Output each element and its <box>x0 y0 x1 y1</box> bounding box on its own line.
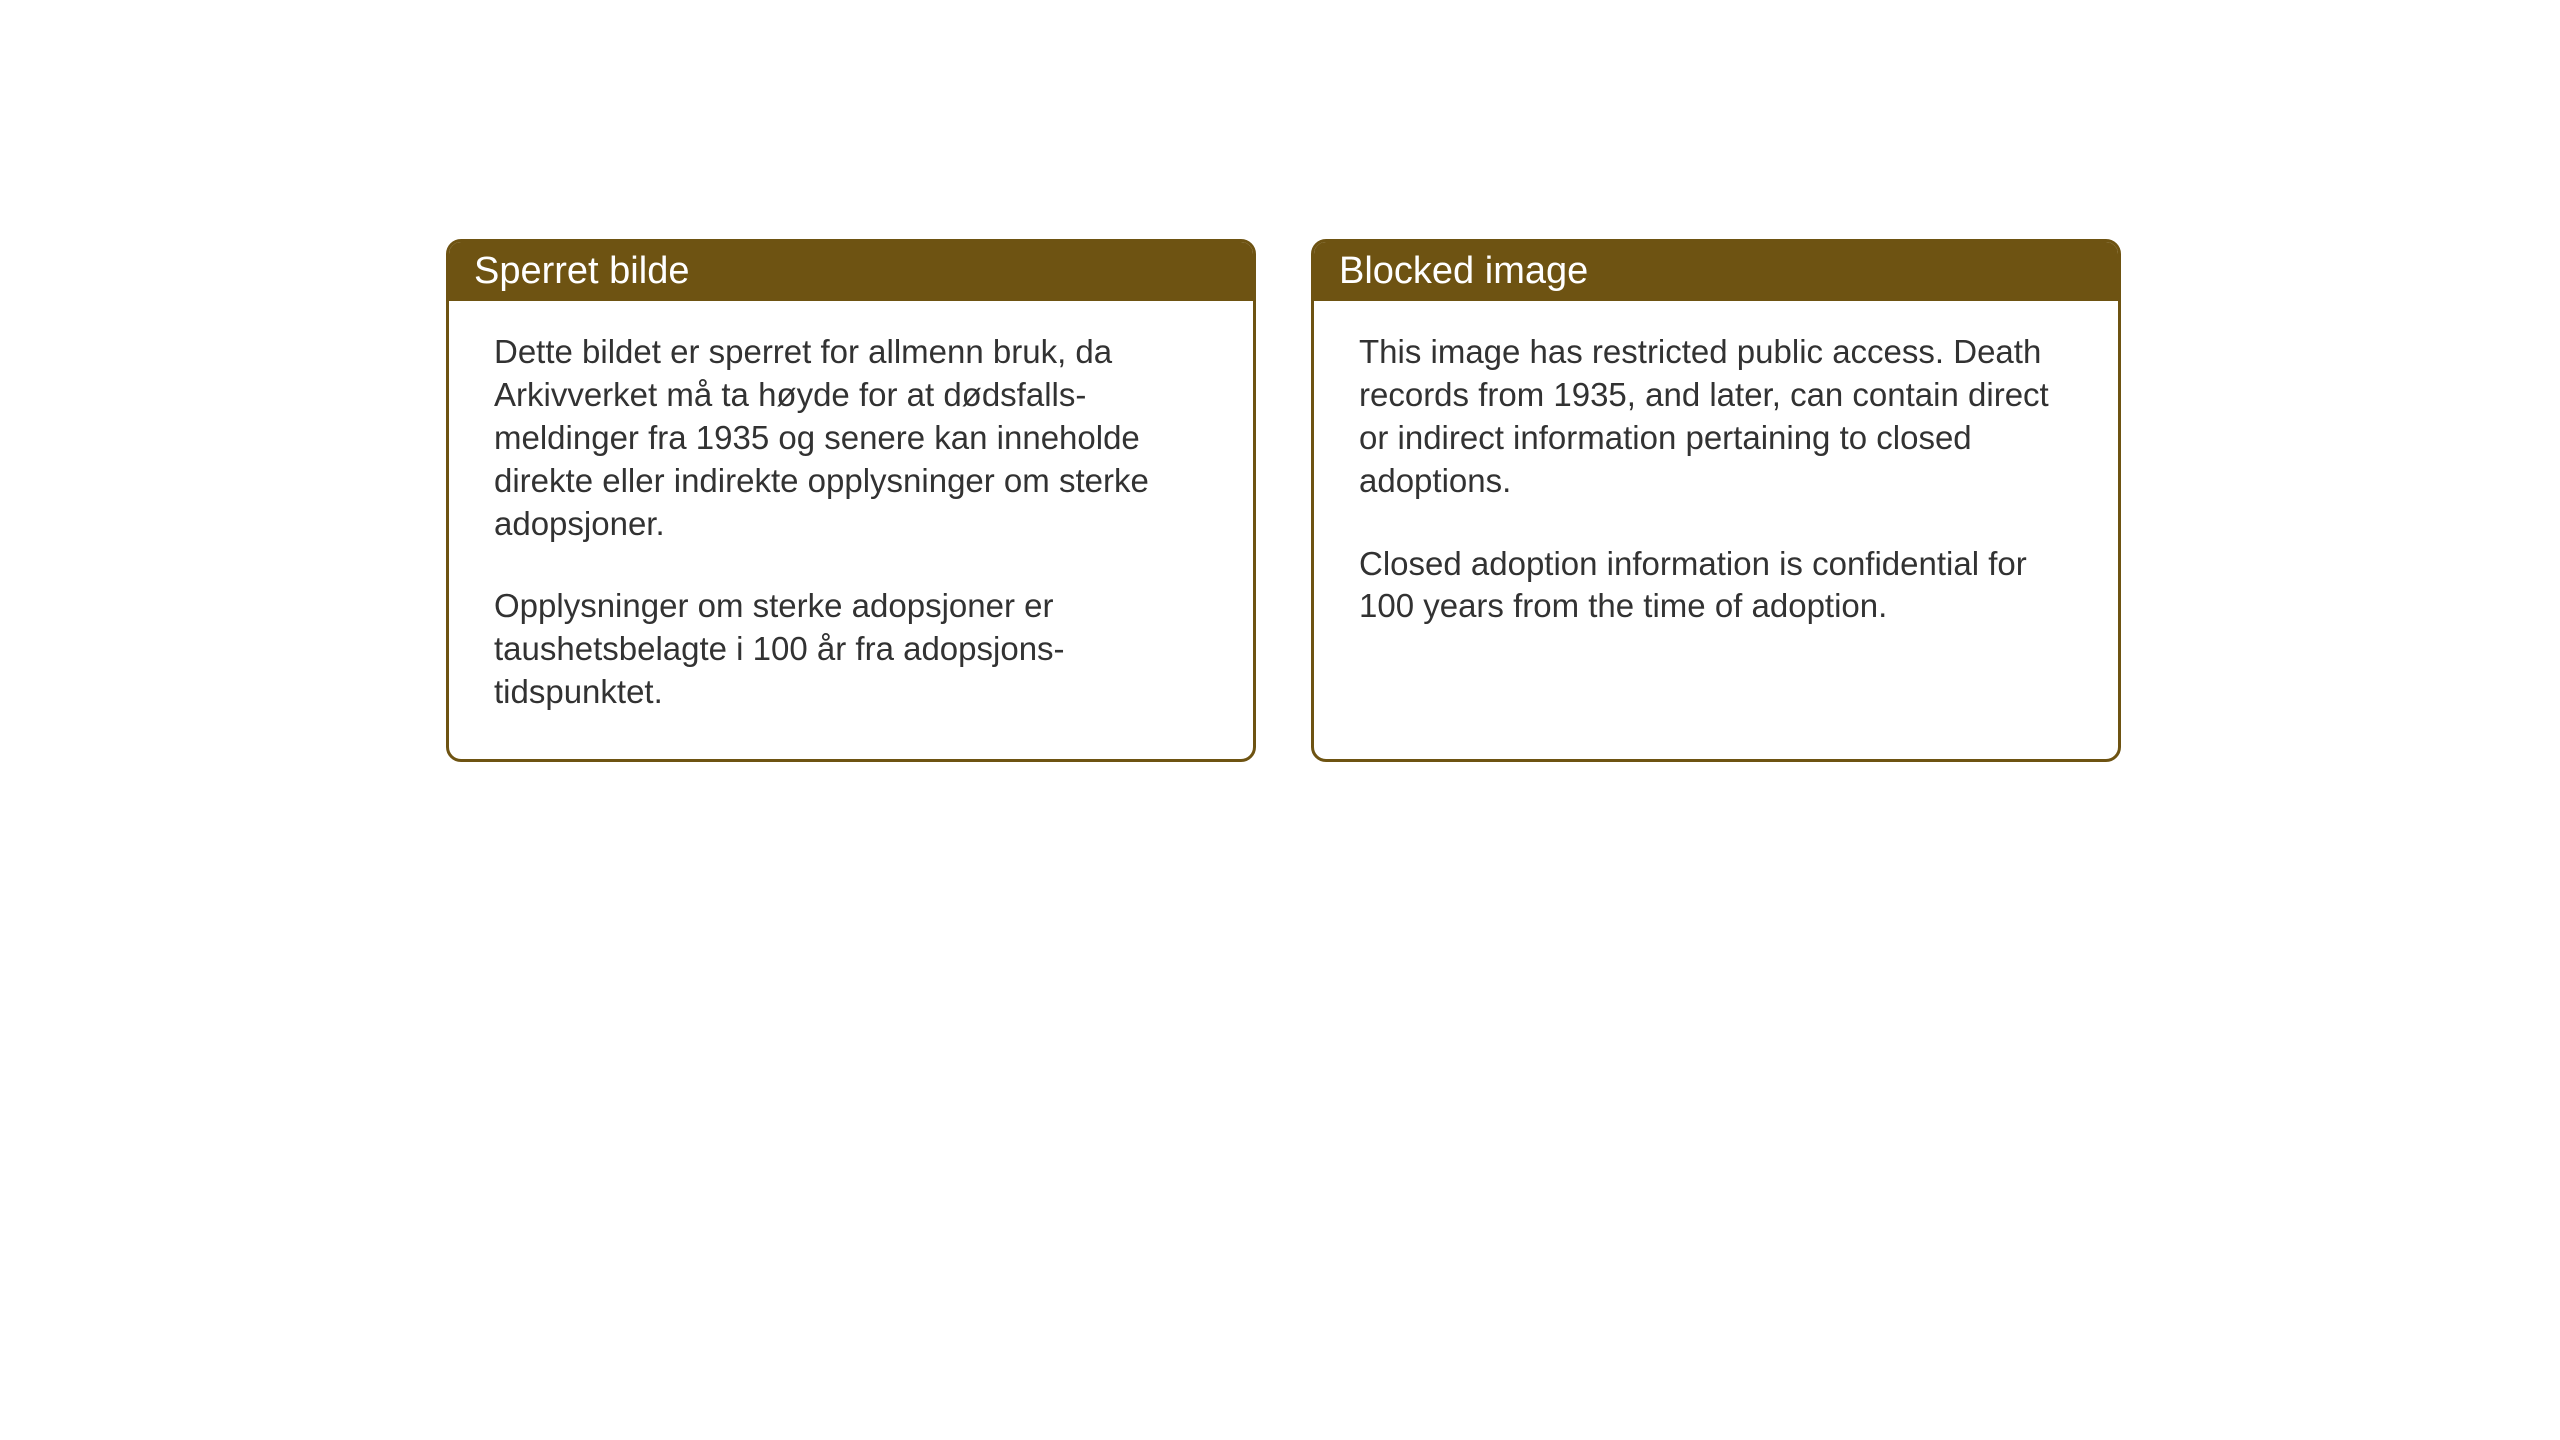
notice-paragraph-2-english: Closed adoption information is confident… <box>1359 543 2073 629</box>
notice-title-norwegian: Sperret bilde <box>474 250 689 292</box>
notice-header-english: Blocked image <box>1314 242 2118 301</box>
notice-paragraph-1-english: This image has restricted public access.… <box>1359 331 2073 503</box>
notice-body-english: This image has restricted public access.… <box>1314 301 2118 673</box>
notice-container: Sperret bilde Dette bildet er sperret fo… <box>446 239 2121 762</box>
notice-card-english: Blocked image This image has restricted … <box>1311 239 2121 762</box>
notice-paragraph-2-norwegian: Opplysninger om sterke adopsjoner er tau… <box>494 585 1208 714</box>
notice-card-norwegian: Sperret bilde Dette bildet er sperret fo… <box>446 239 1256 762</box>
notice-paragraph-1-norwegian: Dette bildet er sperret for allmenn bruk… <box>494 331 1208 545</box>
notice-header-norwegian: Sperret bilde <box>449 242 1253 301</box>
notice-title-english: Blocked image <box>1339 250 1588 292</box>
notice-body-norwegian: Dette bildet er sperret for allmenn bruk… <box>449 301 1253 759</box>
